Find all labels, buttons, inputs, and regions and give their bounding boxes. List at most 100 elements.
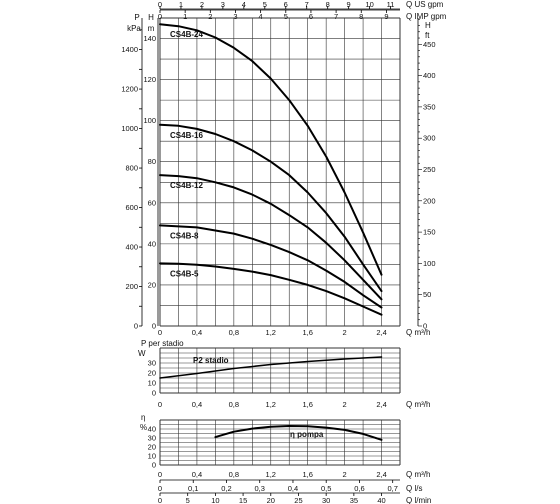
- lmin-tick-label: 10: [211, 496, 219, 504]
- head-m-tick-label: 80: [148, 157, 156, 166]
- curve-label: CS4B-24: [170, 30, 203, 39]
- us-gpm-tick-label: 8: [326, 0, 330, 9]
- efficiency-x-tick-label: 2,4: [376, 470, 386, 479]
- imp-gpm-tick-label: 0: [158, 12, 162, 21]
- head-x-axis-label: Q m³/h: [406, 328, 430, 337]
- imp-gpm-tick-label: 3: [233, 12, 237, 21]
- curve-label: CS4B-5: [170, 269, 199, 278]
- pressure-tick-label: 400: [125, 243, 138, 252]
- head-curve: [159, 224, 383, 309]
- head-m-tick-label: 20: [148, 280, 156, 289]
- curve-label: CS4B-8: [170, 231, 199, 240]
- ls-tick-label: 0,3: [255, 484, 265, 493]
- lmin-tick-label: 5: [186, 496, 190, 504]
- lmin-tick-label: 25: [294, 496, 302, 504]
- power-y-tick-label: 10: [148, 379, 156, 388]
- pressure-tick-label: 1200: [121, 85, 138, 94]
- lmin-tick-label: 0: [158, 496, 162, 504]
- pressure-tick-label: 0: [134, 322, 138, 331]
- head-x-tick-label: 1,6: [302, 328, 312, 337]
- curve-label: CS4B-12: [170, 181, 203, 190]
- lmin-tick-label: 35: [350, 496, 358, 504]
- head-m-tick-label: 60: [148, 198, 156, 207]
- lmin-tick-label: 20: [267, 496, 275, 504]
- us-gpm-tick-label: 0: [158, 0, 162, 9]
- efficiency-x-tick-label: 2: [343, 470, 347, 479]
- head-x-tick-label: 0,4: [192, 328, 202, 337]
- pressure-axis-unit: kPa: [127, 24, 141, 33]
- pressure-tick-label: 200: [125, 282, 138, 291]
- head-ft-tick-label: 450: [423, 40, 436, 49]
- efficiency-axis-unit: %: [140, 423, 147, 432]
- power-x-tick-label: 0,4: [192, 400, 202, 409]
- head-curve: [159, 262, 383, 316]
- head-m-tick-label: 120: [143, 75, 156, 84]
- lmin-tick-label: 40: [377, 496, 385, 504]
- head-x-tick-label: 0: [158, 328, 162, 337]
- head-ft-tick-label: 400: [423, 71, 436, 80]
- head-m-tick-label: 40: [148, 239, 156, 248]
- efficiency-y-tick-label: 20: [148, 443, 156, 452]
- lmin-tick-label: 30: [322, 496, 330, 504]
- imp-gpm-tick-label: 6: [309, 12, 313, 21]
- us-gpm-tick-label: 1: [179, 0, 183, 9]
- power-x-tick-label: 2,4: [376, 400, 386, 409]
- pressure-tick-label: 1400: [121, 45, 138, 54]
- pressure-tick-label: 600: [125, 203, 138, 212]
- head-m-tick-label: 140: [143, 34, 156, 43]
- power-title: P per stadio: [141, 339, 184, 348]
- ls-tick-label: 0,1: [188, 484, 198, 493]
- head-ft-tick-label: 200: [423, 196, 436, 205]
- imp-gpm-tick-label: 1: [183, 12, 187, 21]
- efficiency-x-tick-label: 1,6: [302, 470, 312, 479]
- ls-axis-label: Q l/s: [406, 484, 422, 493]
- ls-tick-label: 0: [158, 484, 162, 493]
- ls-tick-label: 0,6: [354, 484, 364, 493]
- pressure-axis-title: P: [134, 13, 139, 22]
- efficiency-x-tick-label: 0,8: [229, 470, 239, 479]
- power-x-tick-label: 1,2: [266, 400, 276, 409]
- power-curve-label: P2 stadio: [193, 356, 229, 365]
- power-y-tick-label: 30: [148, 359, 156, 368]
- us-gpm-tick-label: 4: [242, 0, 246, 9]
- efficiency-curve-label: η pompa: [290, 430, 324, 439]
- us-gpm-tick-label: 2: [200, 0, 204, 9]
- head-m-axis-title: H: [148, 13, 154, 22]
- power-curve: [159, 356, 383, 379]
- power-x-tick-label: 1,6: [302, 400, 312, 409]
- us-gpm-tick-label: 6: [284, 0, 288, 9]
- power-x-tick-label: 0,8: [229, 400, 239, 409]
- efficiency-curve: [214, 425, 383, 441]
- efficiency-y-tick-label: 30: [148, 434, 156, 443]
- head-x-tick-label: 2: [343, 328, 347, 337]
- head-ft-tick-label: 250: [423, 165, 436, 174]
- head-m-axis-unit: m: [148, 24, 155, 33]
- head-m-tick-label: 0: [152, 322, 156, 331]
- head-ft-axis-unit: ft: [425, 31, 430, 40]
- pressure-tick-label: 1000: [121, 124, 138, 133]
- imp-gpm-tick-label: 5: [284, 12, 288, 21]
- head-x-tick-label: 1,2: [266, 328, 276, 337]
- lmin-axis-label: Q l/min: [406, 496, 431, 504]
- power-x-tick-label: 0: [158, 400, 162, 409]
- ls-tick-label: 0,2: [221, 484, 231, 493]
- efficiency-axis-title: η: [141, 413, 145, 422]
- ls-tick-label: 0,5: [321, 484, 331, 493]
- ls-tick-label: 0,4: [288, 484, 298, 493]
- head-ft-tick-label: 100: [423, 259, 436, 268]
- curve-label: CS4B-16: [170, 131, 203, 140]
- head-ft-axis-title: H: [425, 21, 431, 30]
- us-gpm-tick-label: 10: [365, 0, 373, 9]
- head-ft-tick-label: 50: [423, 290, 431, 299]
- head-ft-tick-label: 350: [423, 102, 436, 111]
- efficiency-y-tick-label: 40: [148, 425, 156, 434]
- imp-gpm-tick-label: 9: [384, 12, 388, 21]
- head-ft-tick-label: 0: [423, 322, 427, 331]
- pressure-tick-label: 800: [125, 164, 138, 173]
- power-x-axis-label: Q m³/h: [406, 400, 430, 409]
- efficiency-x-tick-label: 1,2: [266, 470, 276, 479]
- head-curve: [159, 123, 383, 293]
- head-curve: [159, 23, 383, 276]
- lmin-tick-label: 15: [239, 496, 247, 504]
